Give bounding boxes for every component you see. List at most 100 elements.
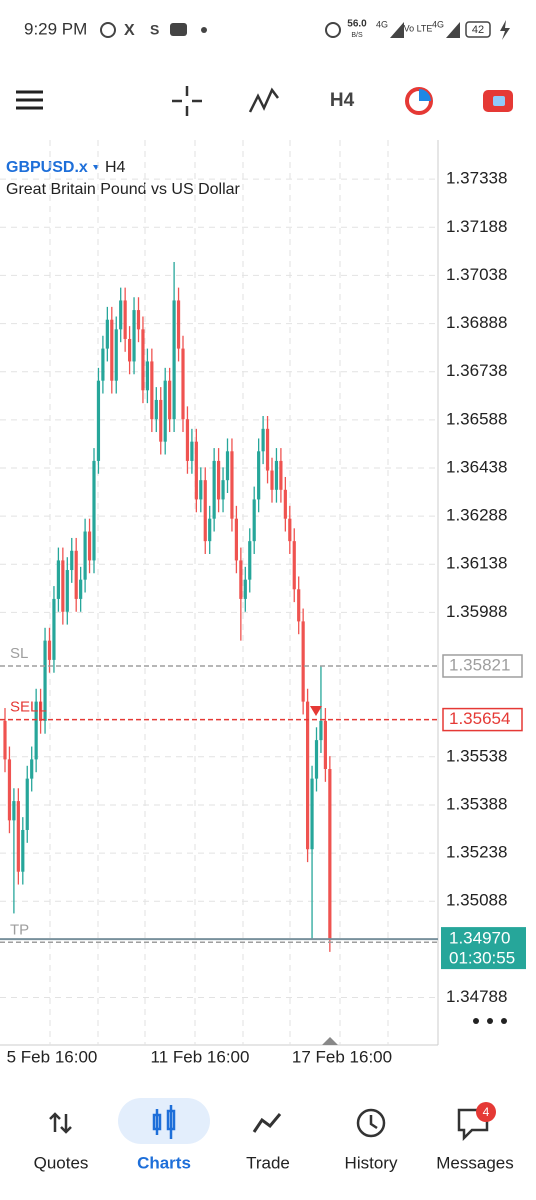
quotes-icon — [49, 1112, 72, 1134]
svg-text:X: X — [124, 22, 135, 39]
y-tick-label: 1.37338 — [446, 169, 507, 188]
level-name: TP — [10, 921, 29, 938]
candle-body — [319, 720, 323, 741]
charts-icon — [152, 1105, 176, 1139]
candle-body — [132, 310, 136, 362]
level-name: SL — [10, 645, 28, 662]
level-price-box — [442, 654, 523, 678]
menu-button[interactable] — [16, 90, 43, 110]
candle-body — [163, 380, 167, 442]
candle-body — [96, 380, 101, 461]
candle-body — [154, 399, 158, 420]
more-dot — [501, 1018, 507, 1024]
objects-button[interactable] — [405, 87, 433, 115]
candle-body — [314, 740, 319, 779]
candle-body — [136, 310, 141, 330]
candle-body — [74, 550, 78, 599]
y-tick-label: 1.35538 — [446, 746, 507, 765]
candle-body — [212, 460, 216, 519]
level-price: 1.35654 — [449, 709, 510, 728]
candle-body — [279, 460, 283, 490]
candle-body — [257, 451, 261, 500]
candle-body — [181, 348, 185, 420]
level-price: 1.35821 — [449, 655, 510, 674]
volte: Vo LTE — [404, 23, 433, 33]
history-icon — [356, 1108, 386, 1138]
candle-body — [79, 579, 83, 599]
candle-body — [306, 701, 310, 850]
candle-body — [114, 329, 118, 381]
candle-body — [208, 518, 212, 542]
charging — [500, 20, 510, 40]
trade-icon — [252, 1113, 282, 1133]
candle-body — [12, 801, 16, 821]
candle-body — [225, 451, 230, 481]
signal — [390, 22, 460, 38]
more-dot — [487, 1018, 493, 1024]
active-tab-pill — [118, 1098, 210, 1144]
y-tick-label: 1.36138 — [446, 554, 507, 573]
nav-tab[interactable]: Trade — [246, 1153, 290, 1172]
candle-body — [21, 829, 25, 872]
net-speed: 56.0 — [347, 19, 367, 30]
net-unit: B/S — [351, 32, 363, 39]
candle-body — [7, 759, 12, 821]
y-tick-label: 1.36888 — [446, 313, 507, 332]
y-tick-label: 1.36438 — [446, 457, 507, 476]
current-price-box — [441, 927, 526, 970]
timeframe-button[interactable]: H4 — [330, 90, 355, 111]
current-price: 1.34970 — [449, 929, 510, 948]
bar-countdown: 01:30:55 — [449, 949, 515, 968]
nav-tab[interactable]: Messages — [436, 1153, 513, 1172]
candle-body — [92, 460, 96, 561]
candle-body — [176, 300, 181, 349]
network-type: 4G — [432, 19, 444, 29]
x-tick-label: 11 Feb 16:00 — [151, 1047, 250, 1066]
svg-text:S: S — [150, 22, 159, 38]
nav-tab[interactable]: Charts — [137, 1153, 191, 1172]
y-tick-label: 1.34788 — [446, 987, 507, 1006]
nav-tab[interactable]: Quotes — [34, 1153, 89, 1172]
y-tick-label: 1.35388 — [446, 794, 507, 813]
candle-body — [199, 480, 203, 500]
candle-body — [239, 560, 243, 599]
candle-body — [119, 300, 123, 330]
candle-body — [61, 560, 65, 612]
status-time: 9:29 PM — [24, 19, 87, 38]
candle-body — [52, 598, 56, 660]
y-tick-label: 1.35238 — [446, 843, 507, 862]
candle-body — [3, 720, 7, 760]
crosshair-button[interactable] — [172, 86, 202, 116]
x-tick-label: 5 Feb 16:00 — [7, 1047, 98, 1066]
trade-button[interactable] — [483, 90, 513, 112]
candle-body — [265, 428, 270, 471]
candle-body — [110, 319, 114, 381]
nav-tab[interactable]: History — [345, 1153, 398, 1172]
status-icons: X S — [100, 22, 341, 39]
symbol[interactable]: GBPUSD.x — [6, 159, 88, 176]
candle-body — [292, 541, 296, 590]
x-tick-label: 17 Feb 16:00 — [292, 1047, 392, 1066]
candle-body — [25, 778, 29, 830]
candle-body — [65, 570, 69, 612]
y-tick-label: 1.36288 — [446, 506, 507, 525]
candle-body — [288, 518, 292, 542]
y-tick-label: 1.35088 — [446, 891, 507, 910]
level-price-box — [442, 707, 523, 732]
indicators-button[interactable] — [248, 87, 279, 113]
candle-body — [105, 319, 109, 349]
candle-body — [261, 428, 265, 452]
y-tick-label: 1.35988 — [446, 602, 507, 621]
candle-body — [56, 560, 60, 599]
candle-body — [16, 801, 20, 872]
candle-body — [328, 769, 332, 940]
candle-body — [252, 499, 256, 542]
candle-body — [172, 300, 176, 420]
candle-body — [47, 640, 52, 660]
candle-body — [83, 531, 87, 580]
candle-body — [234, 518, 238, 561]
candle-body — [221, 480, 225, 500]
y-tick-label: 1.36738 — [446, 361, 507, 380]
